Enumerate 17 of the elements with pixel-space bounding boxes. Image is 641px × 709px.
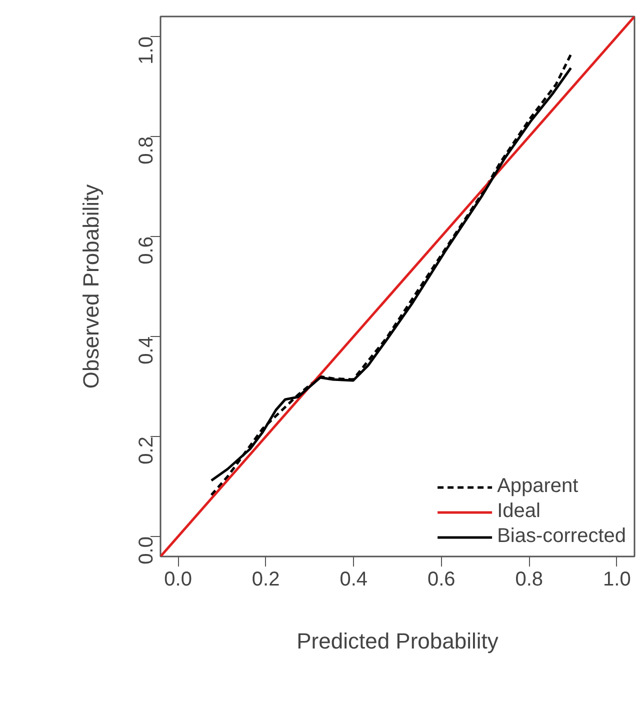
x-axis-title: Predicted Probability (296, 628, 498, 654)
y-tick-label: 0.6 (136, 236, 158, 264)
x-tick-label: 0.2 (252, 568, 280, 590)
y-tick-label: 0.0 (136, 536, 158, 564)
x-tick-label: 1.0 (603, 568, 631, 590)
y-tick-label: 1.0 (136, 36, 158, 64)
x-tick-label: 0.6 (427, 568, 456, 590)
legend-label: Apparent (497, 475, 578, 498)
y-tick-label: 0.4 (136, 336, 158, 364)
y-tick-label: 0.8 (136, 136, 158, 164)
x-tick-label: 0.8 (515, 568, 544, 590)
x-tick-label: 0.0 (164, 568, 192, 590)
legend-label: Ideal (497, 500, 540, 523)
y-axis-title: Observed Probability (78, 184, 104, 389)
y-tick-label: 0.2 (136, 436, 158, 464)
x-tick-label: 0.4 (340, 568, 368, 590)
legend-label: Bias-corrected (497, 525, 626, 548)
